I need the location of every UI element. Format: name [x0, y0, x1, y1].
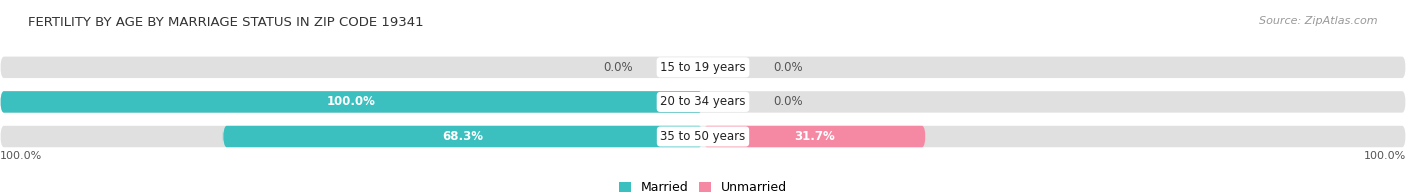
Text: 0.0%: 0.0%: [773, 95, 803, 108]
Text: 100.0%: 100.0%: [328, 95, 375, 108]
Text: 100.0%: 100.0%: [1364, 151, 1406, 161]
FancyBboxPatch shape: [222, 126, 703, 147]
FancyBboxPatch shape: [0, 91, 703, 113]
Text: 20 to 34 years: 20 to 34 years: [661, 95, 745, 108]
Text: 31.7%: 31.7%: [794, 130, 835, 143]
Text: 15 to 19 years: 15 to 19 years: [661, 61, 745, 74]
FancyBboxPatch shape: [0, 126, 1406, 147]
Text: FERTILITY BY AGE BY MARRIAGE STATUS IN ZIP CODE 19341: FERTILITY BY AGE BY MARRIAGE STATUS IN Z…: [28, 16, 423, 29]
FancyBboxPatch shape: [703, 126, 927, 147]
Text: 0.0%: 0.0%: [773, 61, 803, 74]
Text: Source: ZipAtlas.com: Source: ZipAtlas.com: [1260, 16, 1378, 26]
Text: 100.0%: 100.0%: [0, 151, 42, 161]
Text: 35 to 50 years: 35 to 50 years: [661, 130, 745, 143]
FancyBboxPatch shape: [0, 57, 1406, 78]
FancyBboxPatch shape: [0, 91, 1406, 113]
Text: 68.3%: 68.3%: [443, 130, 484, 143]
Legend: Married, Unmarried: Married, Unmarried: [613, 176, 793, 196]
Text: 0.0%: 0.0%: [603, 61, 633, 74]
